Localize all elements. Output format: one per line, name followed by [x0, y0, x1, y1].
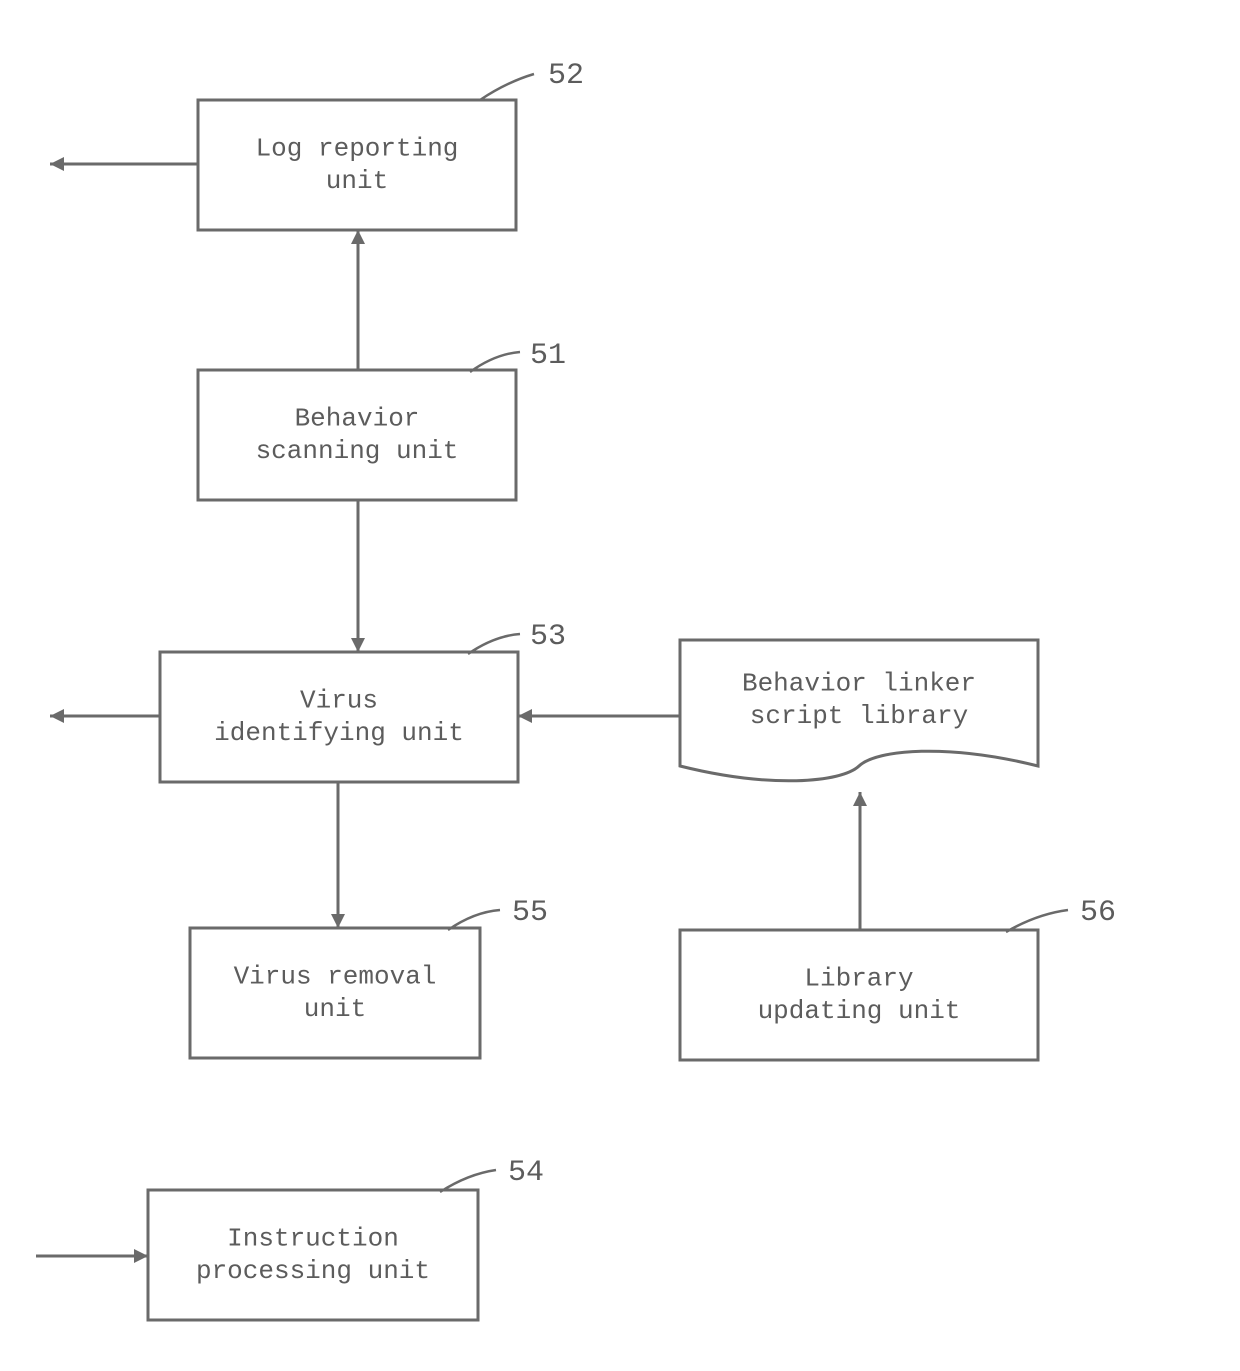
node-n55: Virus removalunit [190, 928, 480, 1058]
ref-label: 53 [530, 620, 566, 654]
ref-label: 54 [508, 1156, 544, 1190]
node-n54: Instructionprocessing unit [148, 1190, 478, 1320]
node-label-line: unit [304, 994, 366, 1024]
node-n51: Behaviorscanning unit [198, 370, 516, 500]
ref-label: 55 [512, 896, 548, 930]
node-label-line: Log reporting [256, 134, 459, 164]
node-label-line: script library [750, 701, 968, 731]
node-label-line: Library [804, 964, 913, 994]
node-label-line: Virus removal [234, 962, 437, 992]
node-label-line: Behavior linker [742, 669, 976, 699]
node-label-line: scanning unit [256, 436, 459, 466]
ref-label: 56 [1080, 896, 1116, 930]
node-n56: Libraryupdating unit [680, 930, 1038, 1060]
node-shape [148, 1190, 478, 1320]
node-label-line: updating unit [758, 996, 961, 1026]
node-shape [190, 928, 480, 1058]
node-label-line: unit [326, 166, 388, 196]
node-label-line: identifying unit [214, 718, 464, 748]
node-nlib: Behavior linkerscript library [680, 640, 1038, 781]
ref-label: 52 [548, 59, 584, 93]
ref-leader [480, 74, 534, 100]
flowchart-canvas: Log reportingunitBehaviorscanning unitVi… [0, 0, 1240, 1371]
node-shape [680, 930, 1038, 1060]
node-label-line: Virus [300, 686, 378, 716]
node-label-line: Behavior [295, 404, 420, 434]
node-label-line: Instruction [227, 1224, 399, 1254]
node-shape [198, 370, 516, 500]
node-shape [160, 652, 518, 782]
node-label-line: processing unit [196, 1256, 430, 1286]
node-n53: Virusidentifying unit [160, 652, 518, 782]
node-shape [198, 100, 516, 230]
ref-label: 51 [530, 339, 566, 373]
node-n52: Log reportingunit [198, 100, 516, 230]
